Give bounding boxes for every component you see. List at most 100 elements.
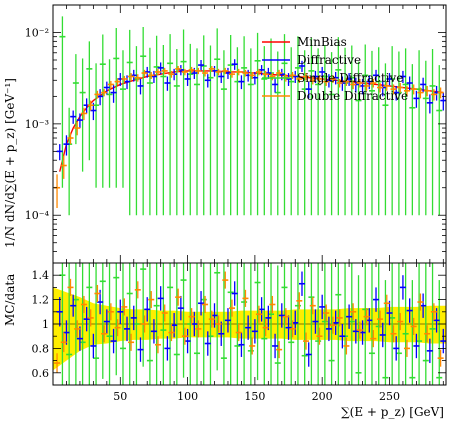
- ratio-point: [177, 295, 184, 321]
- main-point: [272, 77, 279, 93]
- main-point: [119, 50, 126, 188]
- main-point: [181, 68, 188, 76]
- main-point: [218, 70, 225, 84]
- ratio-point: [370, 330, 377, 348]
- ratio-point: [328, 263, 335, 385]
- main-point: [126, 29, 133, 216]
- main-point: [150, 70, 157, 84]
- ratio-point: [76, 326, 83, 351]
- main-point: [114, 78, 121, 86]
- ratio-point: [87, 309, 94, 327]
- ratio-point: [167, 263, 174, 385]
- ratio-point: [395, 263, 402, 385]
- main-point: [319, 66, 326, 78]
- ratio-point: [90, 333, 97, 359]
- main-point: [289, 71, 296, 79]
- main-point: [403, 85, 410, 97]
- ratio-point: [146, 263, 153, 385]
- ratio-point: [440, 328, 447, 354]
- ratio-point: [198, 291, 205, 316]
- ratio-point: [56, 297, 63, 327]
- ratio-point: [164, 336, 171, 361]
- ratio-point: [294, 263, 301, 385]
- main-point: [241, 36, 248, 216]
- ratio-point: [224, 308, 231, 333]
- main-point: [141, 69, 148, 77]
- main-point: [128, 73, 135, 81]
- ratio-point: [390, 325, 397, 343]
- legend-item: MinBias: [262, 35, 347, 49]
- main-point: [323, 77, 330, 86]
- main-point: [59, 16, 66, 188]
- main-point: [399, 70, 406, 84]
- main-point: [137, 78, 144, 95]
- ratio-point: [278, 303, 285, 328]
- ratio-series-single-diffractive: [59, 263, 443, 385]
- main-point: [107, 80, 114, 89]
- main-point: [167, 34, 174, 216]
- ratio-point: [117, 299, 124, 324]
- legend-label: Diffractive: [297, 53, 361, 67]
- main-series-single-diffractive: [59, 16, 443, 216]
- main-point: [66, 107, 73, 216]
- ratio-point: [181, 327, 188, 345]
- ratio-point: [255, 305, 262, 323]
- main-point: [355, 61, 362, 216]
- ratio-point: [227, 263, 234, 385]
- main-point: [417, 87, 424, 99]
- main-point: [72, 54, 79, 145]
- main-point: [262, 70, 269, 78]
- ratio-y-tick-label: 1.2: [32, 294, 50, 307]
- main-series-double-diffractive: [54, 65, 444, 208]
- ratio-point: [251, 319, 258, 344]
- main-point: [154, 68, 161, 76]
- main-point: [227, 34, 234, 216]
- ratio-point: [99, 263, 106, 379]
- ratio-point: [204, 331, 211, 356]
- main-point: [276, 69, 283, 77]
- ratio-point: [171, 313, 178, 338]
- ratio-point: [207, 263, 214, 385]
- ratio-point: [130, 305, 137, 331]
- main-point: [294, 36, 301, 216]
- main-point: [362, 44, 369, 216]
- main-point: [329, 75, 336, 84]
- main-point: [94, 90, 101, 99]
- ratio-point: [329, 316, 336, 334]
- main-point: [110, 84, 117, 103]
- ratio-point: [241, 263, 248, 385]
- ratio-point: [383, 294, 390, 312]
- ratio-point: [66, 263, 73, 385]
- main-point: [288, 47, 295, 216]
- main-point: [255, 68, 262, 76]
- main-point: [113, 28, 120, 188]
- main-point: [373, 69, 380, 82]
- ratio-point: [191, 311, 198, 337]
- main-point: [229, 70, 236, 78]
- ratio-point: [335, 263, 342, 385]
- ratio-point: [119, 263, 126, 385]
- ratio-point: [409, 280, 416, 385]
- main-point: [292, 70, 299, 84]
- ratio-point: [410, 317, 417, 335]
- ratio-point: [261, 263, 268, 385]
- main-point: [54, 174, 61, 208]
- main-point: [269, 73, 276, 81]
- ratio-point: [161, 304, 168, 322]
- main-point: [220, 50, 227, 216]
- ratio-point: [332, 310, 339, 335]
- main-point: [173, 48, 180, 216]
- ratio-point: [288, 263, 295, 385]
- main-point: [56, 144, 63, 161]
- ratio-point: [397, 313, 404, 331]
- main-point: [309, 76, 316, 85]
- ratio-point: [195, 320, 202, 338]
- ratio-point: [319, 294, 326, 320]
- ratio-point: [124, 316, 131, 342]
- ratio-point: [350, 303, 357, 321]
- ratio-point: [285, 315, 292, 340]
- main-point: [121, 75, 128, 83]
- ratio-point: [60, 332, 67, 353]
- main-point: [180, 29, 187, 216]
- main-point: [424, 85, 431, 97]
